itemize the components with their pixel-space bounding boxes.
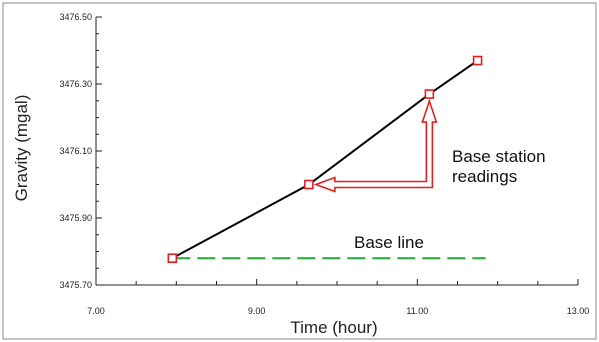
data-point <box>424 89 435 99</box>
y-tick-label: 3476.10 <box>59 146 92 156</box>
series-layer <box>167 55 483 263</box>
annotation-base-station: Base station <box>452 147 546 166</box>
y-tick-label: 3475.70 <box>59 280 92 290</box>
x-axis-title: Time (hour) <box>290 318 377 337</box>
x-tick-label: 9.00 <box>248 306 266 316</box>
y-axis-title: Gravity (mgal) <box>12 95 31 202</box>
axes: 3476.50 3476.30 3476.10 3475.90 3475.70 7.00 9… <box>59 12 589 316</box>
y-tick-label: 3475.90 <box>59 213 92 223</box>
data-point <box>304 179 314 190</box>
y-tick-label: 3476.30 <box>59 79 92 89</box>
annotation-layer: Base station readings Base line <box>313 98 546 252</box>
annotation-base-line: Base line <box>354 233 424 252</box>
data-point <box>167 253 178 263</box>
annotation-readings: readings <box>452 167 517 186</box>
x-tick-label: 13.00 <box>567 306 590 316</box>
data-point <box>472 55 483 66</box>
annotation-arrow <box>313 98 438 193</box>
x-tick-label: 7.00 <box>87 306 105 316</box>
series-line <box>171 59 479 260</box>
x-tick-label: 11.00 <box>406 306 428 316</box>
y-tick-label: 3476.50 <box>59 12 92 22</box>
